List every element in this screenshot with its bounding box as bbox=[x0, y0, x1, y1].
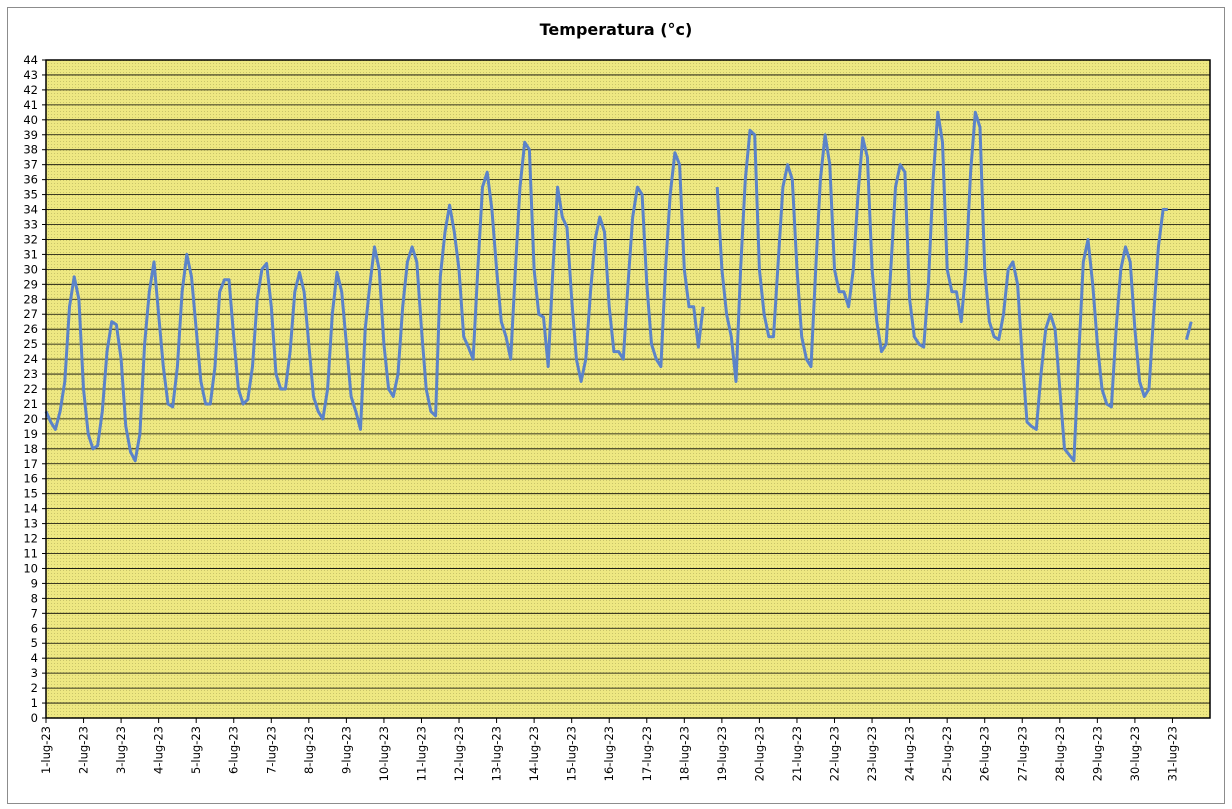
y-tick-label: 17 bbox=[23, 457, 38, 471]
y-tick-label: 9 bbox=[31, 576, 38, 590]
temperature-line bbox=[715, 110, 1168, 463]
y-tick-label: 10 bbox=[23, 561, 38, 575]
x-tick-label: 23-lug-23 bbox=[865, 726, 879, 781]
y-tick-label: 13 bbox=[23, 517, 38, 531]
x-tick-label: 16-lug-23 bbox=[602, 726, 616, 781]
x-axis-ticks: 1-lug-23 2-lug-23 3-lug-23 4-lug-23 5-lug-23… bbox=[39, 718, 1179, 781]
y-tick-label: 5 bbox=[31, 636, 38, 650]
y-tick-label: 34 bbox=[23, 203, 38, 217]
x-tick-label: 24-lug-23 bbox=[903, 726, 917, 781]
y-tick-label: 20 bbox=[23, 412, 38, 426]
x-tick-label: 13-lug-23 bbox=[490, 726, 504, 781]
y-tick-label: 26 bbox=[23, 322, 38, 336]
y-tick-label: 24 bbox=[23, 352, 38, 366]
y-tick-label: 37 bbox=[23, 158, 38, 172]
x-tick-label: 26-lug-23 bbox=[978, 726, 992, 781]
y-tick-label: 6 bbox=[31, 621, 38, 635]
y-tick-label: 12 bbox=[23, 532, 38, 546]
y-tick-label: 28 bbox=[23, 292, 38, 306]
y-tick-label: 7 bbox=[31, 606, 38, 620]
y-tick-label: 44 bbox=[23, 53, 38, 67]
plot-border bbox=[45, 59, 1211, 719]
temperature-line bbox=[44, 140, 705, 463]
y-tick-label: 3 bbox=[31, 666, 38, 680]
y-tick-label: 4 bbox=[31, 651, 38, 665]
y-tick-label: 2 bbox=[31, 681, 38, 695]
y-tick-label: 38 bbox=[23, 143, 38, 157]
y-tick-label: 0 bbox=[31, 711, 38, 725]
x-tick-label: 2-lug-23 bbox=[77, 726, 91, 774]
y-tick-label: 18 bbox=[23, 442, 38, 456]
y-tick-label: 16 bbox=[23, 472, 38, 486]
y-tick-label: 27 bbox=[23, 307, 38, 321]
x-tick-label: 30-lug-23 bbox=[1128, 726, 1142, 781]
x-tick-label: 15-lug-23 bbox=[565, 726, 579, 781]
y-tick-label: 1 bbox=[31, 696, 38, 710]
x-tick-label: 19-lug-23 bbox=[715, 726, 729, 781]
x-tick-label: 6-lug-23 bbox=[227, 726, 241, 774]
x-tick-label: 18-lug-23 bbox=[677, 726, 691, 781]
chart-title: Temperatura (°c) bbox=[539, 20, 693, 39]
y-tick-label: 11 bbox=[23, 547, 38, 561]
y-tick-label: 30 bbox=[23, 262, 38, 276]
x-tick-label: 27-lug-23 bbox=[1015, 726, 1029, 781]
x-tick-label: 14-lug-23 bbox=[527, 726, 541, 781]
y-tick-label: 36 bbox=[23, 173, 38, 187]
x-tick-label: 3-lug-23 bbox=[114, 726, 128, 774]
y-tick-label: 29 bbox=[23, 277, 38, 291]
x-tick-label: 22-lug-23 bbox=[828, 726, 842, 781]
y-tick-label: 19 bbox=[23, 427, 38, 441]
x-tick-label: 4-lug-23 bbox=[152, 726, 166, 774]
y-axis-ticks: 0123456789101112131415161718192021222324… bbox=[23, 53, 46, 725]
y-tick-label: 21 bbox=[23, 397, 38, 411]
y-tick-label: 32 bbox=[23, 232, 38, 246]
y-tick-label: 33 bbox=[23, 218, 38, 232]
y-tick-label: 25 bbox=[23, 337, 38, 351]
y-tick-label: 8 bbox=[31, 591, 38, 605]
x-tick-label: 20-lug-23 bbox=[752, 726, 766, 781]
y-tick-label: 22 bbox=[23, 382, 38, 396]
y-tick-label: 31 bbox=[23, 247, 38, 261]
x-tick-label: 31-lug-23 bbox=[1165, 726, 1179, 781]
x-tick-label: 17-lug-23 bbox=[640, 726, 654, 781]
y-tick-label: 23 bbox=[23, 367, 38, 381]
x-tick-label: 8-lug-23 bbox=[302, 726, 316, 774]
x-tick-label: 12-lug-23 bbox=[452, 726, 466, 781]
temperature-line bbox=[1185, 321, 1193, 340]
x-tick-label: 7-lug-23 bbox=[264, 726, 278, 774]
x-tick-label: 1-lug-23 bbox=[39, 726, 53, 774]
x-tick-label: 11-lug-23 bbox=[414, 726, 428, 781]
y-tick-label: 39 bbox=[23, 128, 38, 142]
x-tick-label: 29-lug-23 bbox=[1090, 726, 1104, 781]
y-tick-label: 35 bbox=[23, 188, 38, 202]
y-tick-label: 40 bbox=[23, 113, 38, 127]
x-tick-label: 10-lug-23 bbox=[377, 726, 391, 781]
y-tick-label: 43 bbox=[23, 68, 38, 82]
y-tick-label: 41 bbox=[23, 98, 38, 112]
y-tick-label: 42 bbox=[23, 83, 38, 97]
x-tick-label: 21-lug-23 bbox=[790, 726, 804, 781]
y-tick-label: 15 bbox=[23, 487, 38, 501]
x-tick-label: 25-lug-23 bbox=[940, 726, 954, 781]
x-tick-label: 5-lug-23 bbox=[189, 726, 203, 774]
x-tick-label: 28-lug-23 bbox=[1053, 726, 1067, 781]
series-lines bbox=[44, 110, 1193, 463]
x-tick-label: 9-lug-23 bbox=[339, 726, 353, 774]
y-tick-label: 14 bbox=[23, 502, 38, 516]
